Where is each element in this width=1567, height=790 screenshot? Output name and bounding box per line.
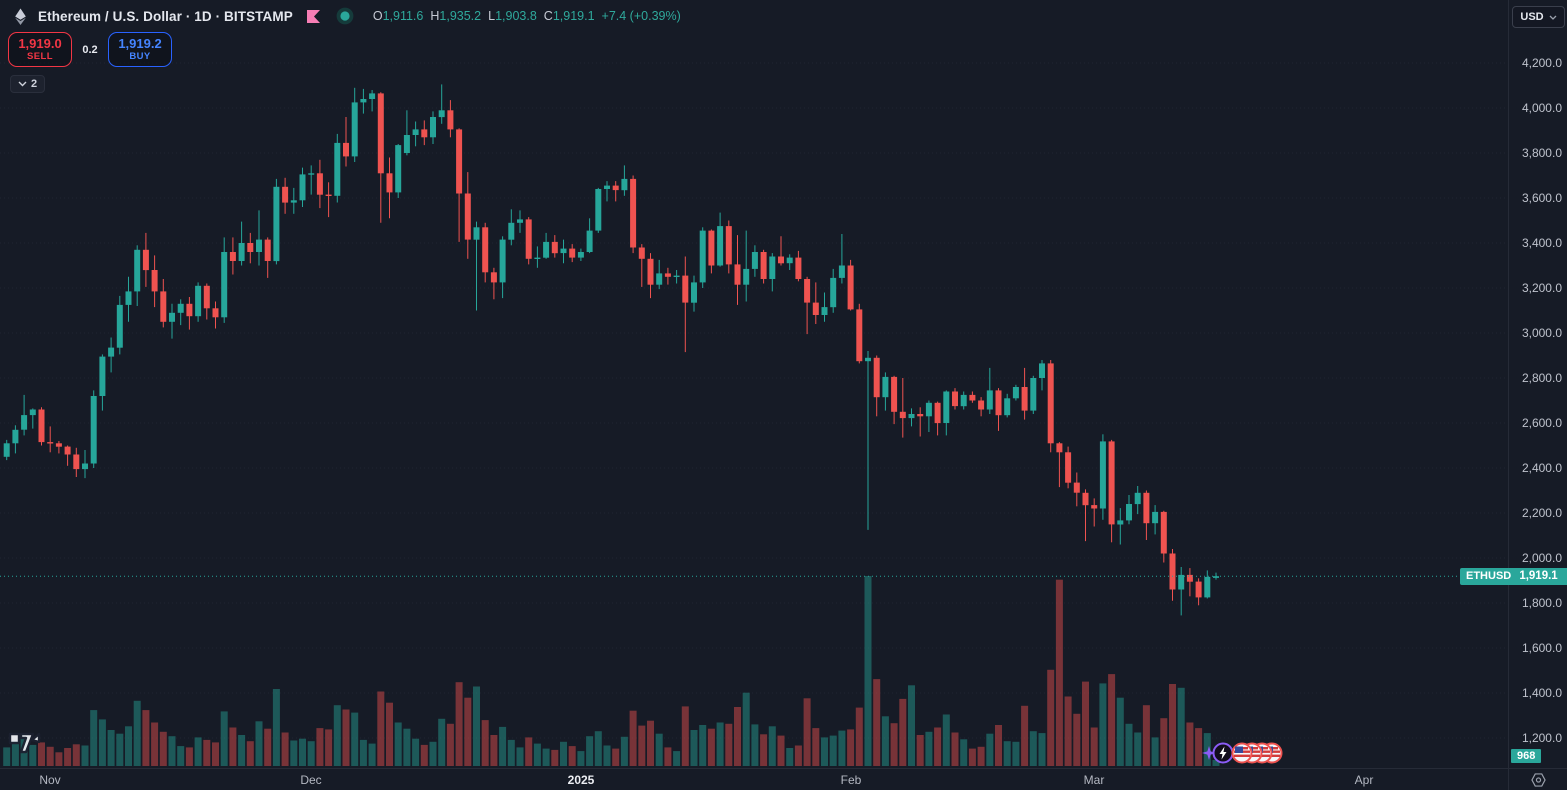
price-tick-label: 2,000.0	[1521, 551, 1562, 565]
symbol-header: Ethereum / U.S. Dollar · 1D · BITSTAMP O…	[12, 7, 681, 25]
price-tick-label: 4,200.0	[1521, 56, 1562, 70]
price-axis[interactable]: USD 4,200.0 4,000.0 3,800.0 3,600.0 3,400.0 3…	[1508, 0, 1567, 768]
spread-value: 0.2	[82, 43, 98, 56]
price-tick-label: 2,200.0	[1521, 506, 1562, 520]
price-tick-label: 1,600.0	[1521, 641, 1562, 655]
price-tick-label: 3,200.0	[1521, 281, 1562, 295]
price-tick-label: 3,000.0	[1521, 326, 1562, 340]
market-status-dot-icon[interactable]	[336, 7, 354, 25]
time-axis-label: Nov	[39, 773, 61, 787]
price-tick-label: 2,800.0	[1521, 371, 1562, 385]
low-label: L	[488, 9, 496, 23]
close-value: 1,919.1	[552, 9, 595, 23]
gear-icon	[1530, 772, 1546, 787]
ohlc-readout: O1,911.6 H1,935.2 L1,903.8 C1,919.1 +7.4…	[373, 9, 681, 23]
time-axis-label: Feb	[840, 773, 862, 787]
buy-button[interactable]: 1,919.2 BUY	[108, 32, 172, 67]
time-axis[interactable]: Nov Dec 2025 Feb Mar Apr	[0, 768, 1508, 790]
sell-label: SELL	[27, 50, 53, 62]
object-tree-collapse-button[interactable]: 2	[10, 75, 46, 93]
price-tick-label: 1,400.0	[1521, 686, 1562, 700]
sell-price: 1,919.0	[18, 35, 62, 51]
low-value: 1,903.8	[495, 9, 537, 23]
symbol-title[interactable]: Ethereum / U.S. Dollar · 1D · BITSTAMP	[38, 8, 293, 24]
lightning-event-icon[interactable]	[1212, 742, 1234, 764]
time-axis-label: Dec	[300, 773, 322, 787]
price-tick-label: 1,200.0	[1521, 731, 1562, 745]
buy-price: 1,919.2	[118, 35, 162, 51]
chevron-down-icon	[18, 81, 27, 87]
price-tick-label: 1,800.0	[1521, 596, 1562, 610]
currency-value: USD	[1520, 11, 1544, 23]
change-value: +7.4 (+0.39%)	[601, 9, 681, 23]
sparkle-event-icon[interactable]	[1202, 746, 1216, 760]
sell-button[interactable]: 1,919.0 SELL	[8, 32, 72, 67]
collapse-count: 2	[31, 78, 38, 90]
high-value: 1,935.2	[439, 9, 482, 23]
price-line-symbol-badge: ETHUSD	[1460, 567, 1518, 585]
axis-settings-button[interactable]	[1508, 768, 1567, 790]
price-tick-label: 3,400.0	[1521, 236, 1562, 250]
price-tick-label: 2,400.0	[1521, 461, 1562, 475]
order-panel: 1,919.0 SELL 0.2 1,919.2 BUY	[8, 32, 172, 67]
candlestick-chart[interactable]	[0, 0, 1508, 768]
chevron-down-icon	[1549, 15, 1557, 20]
currency-dropdown[interactable]: USD	[1512, 6, 1565, 28]
open-value: 1,911.6	[382, 9, 424, 23]
us-flag-event-icon[interactable]	[1231, 742, 1253, 764]
time-axis-label: 2025	[567, 773, 595, 787]
price-tick-label: 2,600.0	[1521, 416, 1562, 430]
open-label: O	[372, 9, 383, 23]
time-axis-label: Apr	[1354, 773, 1374, 787]
price-tick-label: 4,000.0	[1521, 101, 1562, 115]
last-price-badge: 1,919.1	[1509, 567, 1567, 585]
volume-value-badge: 968	[1511, 749, 1542, 763]
close-label: C	[543, 9, 553, 23]
time-axis-label: Mar	[1083, 773, 1105, 787]
tradingview-logo	[8, 732, 41, 754]
price-tick-label: 3,600.0	[1521, 191, 1562, 205]
ethereum-icon	[15, 8, 26, 25]
high-label: H	[430, 9, 440, 23]
flag-icon[interactable]	[306, 9, 321, 24]
price-tick-label: 3,800.0	[1521, 146, 1562, 160]
buy-label: BUY	[129, 50, 151, 62]
